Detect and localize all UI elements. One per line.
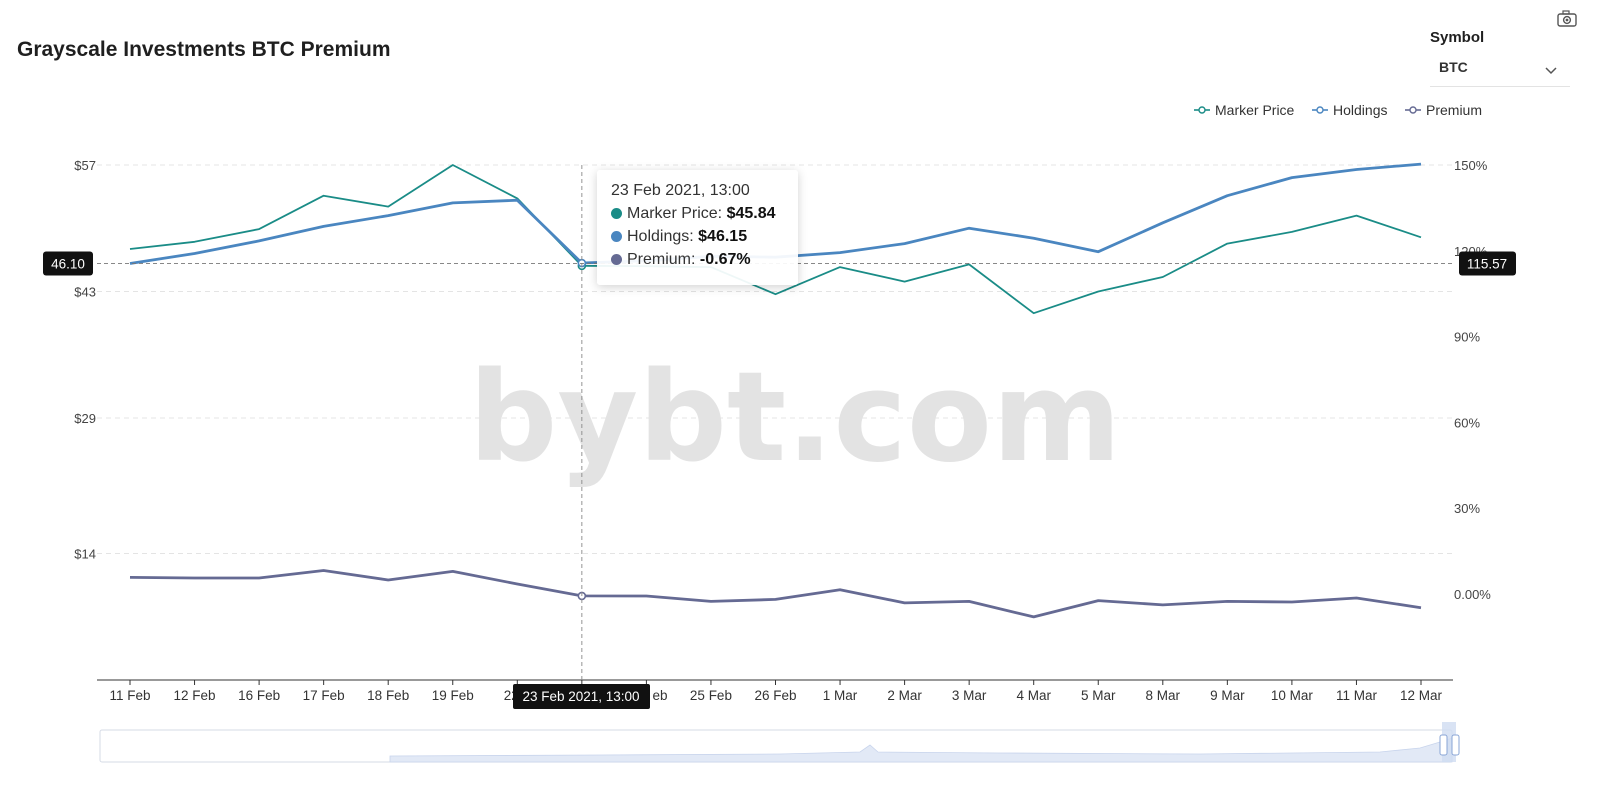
tooltip-row-holdings: Holdings: $46.15 bbox=[611, 228, 747, 246]
data-zoom-slider bbox=[99, 722, 1460, 763]
x-tick-label: 11 Feb bbox=[109, 688, 150, 703]
tooltip-value: $45.84 bbox=[726, 205, 776, 222]
legend: Marker Price Holdings Premium bbox=[1194, 102, 1482, 118]
legend-item[interactable]: Marker Price bbox=[1194, 102, 1295, 118]
crosshair-left-label: 46.10 bbox=[51, 256, 85, 271]
x-tick-label: 8 Mar bbox=[1146, 688, 1181, 703]
slider-handle-grip bbox=[1451, 734, 1460, 756]
x-tick-label: 11 Mar bbox=[1336, 688, 1378, 703]
x-tick-label: 1 Mar bbox=[823, 688, 858, 703]
symbol-label: Symbol bbox=[1430, 29, 1485, 46]
x-tick-label: 9 Mar bbox=[1210, 688, 1245, 703]
premium-dot-icon bbox=[611, 254, 622, 265]
x-tick-label: 26 Feb bbox=[754, 688, 796, 703]
slider-handle-grip bbox=[1439, 734, 1448, 756]
x-tick-label: 25 Feb bbox=[690, 688, 732, 703]
tooltip-label: Marker Price: bbox=[627, 205, 723, 222]
legend-item[interactable]: Premium bbox=[1405, 102, 1482, 118]
x-tick-label: 19 Feb bbox=[432, 688, 474, 703]
camera-icon[interactable] bbox=[1555, 8, 1581, 30]
marker-dot-icon bbox=[611, 208, 622, 219]
symbol-select[interactable]: BTC bbox=[1430, 54, 1570, 87]
y-right-tick-label: 30% bbox=[1454, 501, 1480, 516]
crosshair-left-label-bg bbox=[43, 251, 93, 276]
x-tick-label: 2 Mar bbox=[887, 688, 922, 703]
watermark: bybt.com bbox=[469, 346, 1122, 490]
y-right-tick-label: 90% bbox=[1454, 330, 1480, 345]
crosshair-x-label: 23 Feb 2021, 13:00 bbox=[522, 689, 639, 704]
x-tick-label: 12 Mar bbox=[1400, 688, 1443, 703]
tooltip-label: Holdings: bbox=[627, 228, 694, 245]
y-left-tick-label: $29 bbox=[74, 411, 96, 426]
crosshair-right-label-bg bbox=[1459, 251, 1516, 276]
legend-marker-icon bbox=[1316, 106, 1324, 114]
x-tick-label: eb bbox=[652, 688, 667, 703]
series-line-premium bbox=[129, 569, 1422, 619]
tooltip-value: $46.15 bbox=[698, 228, 748, 245]
tooltip-title: 23 Feb 2021, 13:00 bbox=[611, 182, 750, 199]
slider-handle[interactable] bbox=[1439, 722, 1460, 762]
y-right-tick-label: 150% bbox=[1454, 158, 1488, 173]
page-title: Grayscale Investments BTC Premium bbox=[17, 38, 391, 61]
legend-marker-icon bbox=[1198, 106, 1206, 114]
x-tick-label: 12 Feb bbox=[174, 688, 216, 703]
crosshair-right-label: 115.57 bbox=[1467, 256, 1507, 271]
legend-marker-icon bbox=[1409, 106, 1417, 114]
legend-label: Marker Price bbox=[1215, 102, 1295, 118]
grid-lines bbox=[97, 164, 1453, 555]
x-tick-label: 18 Feb bbox=[367, 688, 409, 703]
crosshair: 46.10 115.57 23 Feb 2021, 13:00 bbox=[43, 165, 1516, 709]
x-tick-label: 5 Mar bbox=[1081, 688, 1116, 703]
y-right-tick-label: 0.00% bbox=[1454, 587, 1491, 602]
tooltip-row-premium: Premium: -0.67% bbox=[611, 251, 751, 269]
legend-label: Premium bbox=[1426, 102, 1482, 118]
x-tick-label: 17 Feb bbox=[303, 688, 345, 703]
crosshair-x-label-bg bbox=[513, 684, 650, 709]
x-tick-label: 16 Feb bbox=[238, 688, 280, 703]
series-line-marker-price bbox=[129, 164, 1422, 315]
legend-label: Holdings bbox=[1333, 102, 1387, 118]
x-tick-label: 4 Mar bbox=[1016, 688, 1051, 703]
x-tick-label: 10 Mar bbox=[1271, 688, 1314, 703]
x-tick-label: 3 Mar bbox=[952, 688, 987, 703]
chevron-down-icon bbox=[1544, 63, 1558, 81]
holdings-dot-icon bbox=[611, 231, 622, 242]
symbol-value: BTC bbox=[1439, 59, 1468, 75]
y-right-tick-label: 60% bbox=[1454, 415, 1480, 430]
y-left-tick-label: $14 bbox=[74, 547, 96, 562]
tooltip-row-marker: Marker Price: $45.84 bbox=[611, 205, 776, 223]
tooltip-value: -0.67% bbox=[699, 251, 751, 268]
y-left-tick-label: $57 bbox=[74, 158, 96, 173]
y-left-tick-label: $43 bbox=[74, 284, 96, 299]
legend-item[interactable]: Holdings bbox=[1312, 102, 1387, 118]
tooltip-label: Premium: bbox=[627, 251, 696, 268]
tooltip: 23 Feb 2021, 13:00 Marker Price: $45.84 … bbox=[597, 170, 798, 285]
